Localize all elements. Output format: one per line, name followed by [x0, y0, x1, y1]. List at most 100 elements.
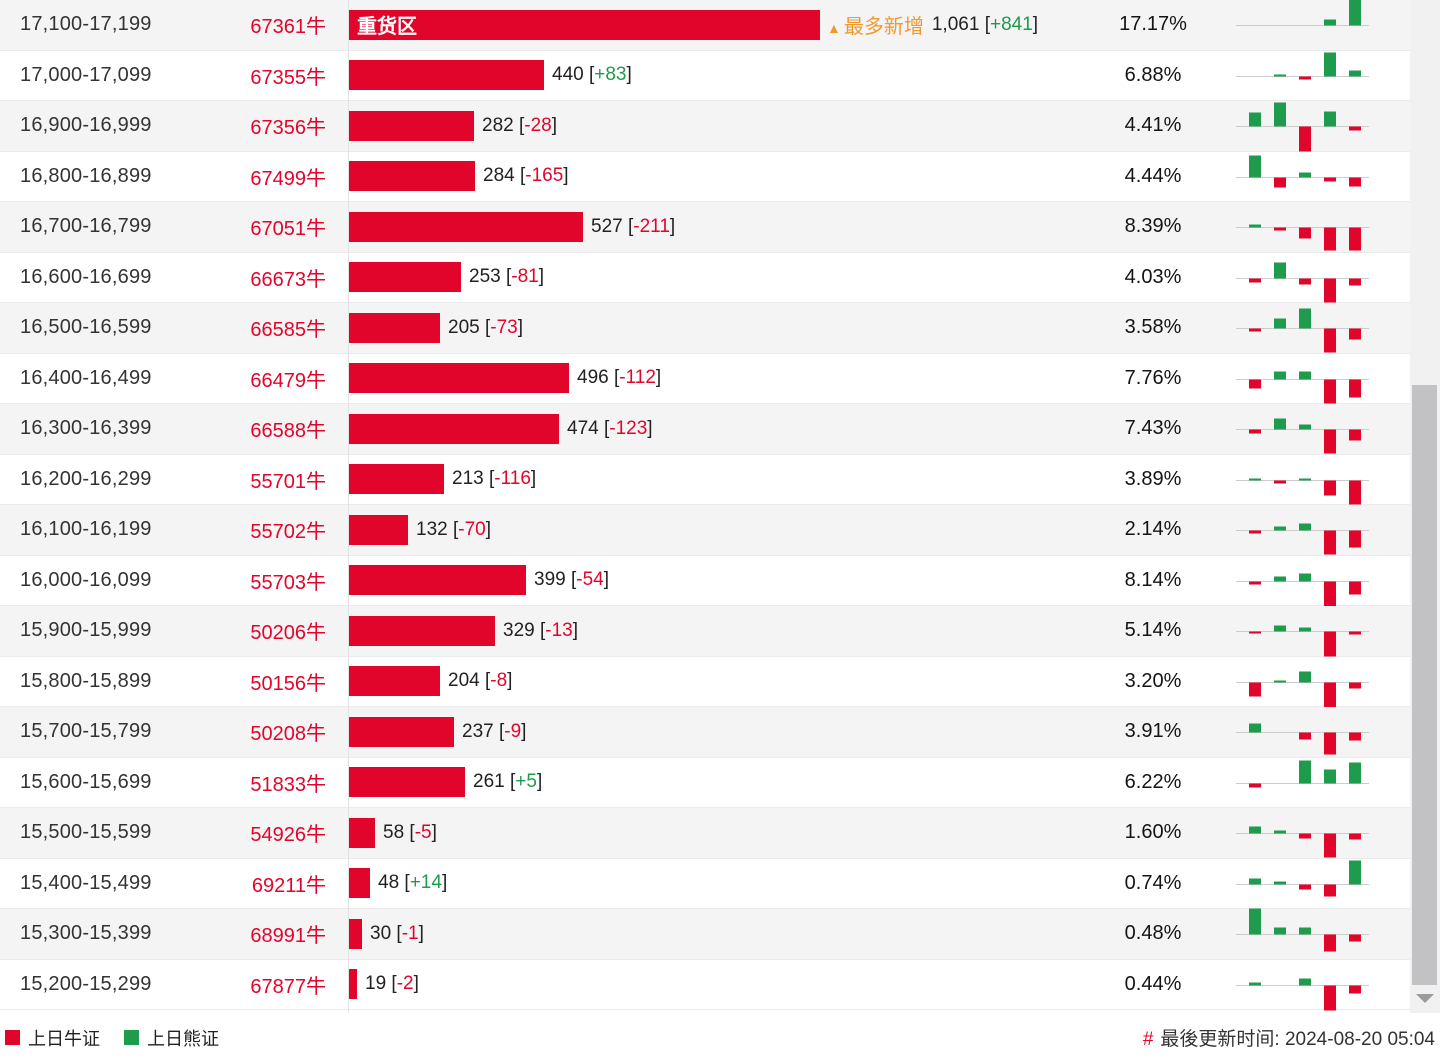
- cbbc-code-link[interactable]: 67361牛: [250, 16, 326, 39]
- chevron-down-icon: [1416, 993, 1434, 1003]
- cbbc-code-link[interactable]: 69211牛: [251, 874, 326, 897]
- cbbc-code-link[interactable]: 55703牛: [250, 571, 326, 594]
- cbbc-code-link[interactable]: 67051牛: [250, 218, 326, 241]
- bracket-close: ]: [538, 266, 545, 288]
- bracket-open: [: [509, 771, 516, 793]
- cbbc-code-link[interactable]: 67877牛: [250, 975, 326, 998]
- table-row: 16,300-16,399 66588牛 474 [-123] 7.43%: [0, 404, 1440, 455]
- bracket-close: ]: [431, 821, 437, 843]
- cbbc-code-link[interactable]: 66588牛: [250, 420, 326, 443]
- table-row: 16,600-16,699 66673牛 253 [-81] 4.03%: [0, 252, 1440, 303]
- cbbc-code-link[interactable]: 66479牛: [250, 369, 326, 392]
- spark-chart: [1236, 808, 1369, 858]
- value-group: 204 [-8]: [448, 670, 512, 692]
- spark-chart: [1236, 152, 1369, 202]
- cbbc-code-link[interactable]: 55701牛: [250, 470, 326, 493]
- price-range: 16,800-16,899: [20, 164, 152, 187]
- percent-share: 0.74%: [1124, 871, 1182, 894]
- table-row: 16,200-16,299 55701牛 213 [-116] 3.89%: [0, 454, 1440, 505]
- table-row: 15,300-15,399 68991牛 30 [-1] 0.48%: [0, 908, 1440, 960]
- outstanding-value: 474: [567, 417, 599, 439]
- value-group: 284 [-165]: [483, 165, 569, 187]
- table-row: 16,100-16,199 55702牛 132 [-70] 2.14%: [0, 505, 1440, 556]
- bracket-open: [: [396, 922, 402, 944]
- volume-bar: 重货区: [349, 9, 820, 40]
- table-row: 15,900-15,999 50206牛 329 [-13] 5.14%: [0, 606, 1440, 657]
- cbbc-code-link[interactable]: 51833牛: [250, 773, 326, 796]
- spark-bar: [1299, 833, 1311, 839]
- table-row: 15,400-15,499 69211牛 48 [+14] 0.74%: [0, 858, 1440, 909]
- cbbc-code-link[interactable]: 50206牛: [250, 622, 326, 645]
- spark-bar: [1299, 278, 1311, 284]
- spark-chart: [1236, 758, 1369, 808]
- volume-bar: [349, 514, 408, 545]
- spark-chart: [1236, 505, 1369, 555]
- volume-bar: [349, 817, 375, 848]
- spark-bar: [1349, 762, 1361, 783]
- outstanding-value: 58: [383, 821, 405, 843]
- spark-bar: [1299, 760, 1311, 783]
- spark-bar: [1299, 732, 1311, 740]
- cbbc-code-link[interactable]: 50208牛: [250, 723, 326, 746]
- cbbc-code-link[interactable]: 67355牛: [250, 66, 326, 89]
- volume-bar-cell: 48 [+14]: [349, 859, 447, 909]
- volume-bar: [349, 767, 465, 798]
- percent-share: 3.58%: [1124, 316, 1182, 339]
- price-range: 15,800-15,899: [20, 669, 152, 692]
- spark-bar: [1324, 581, 1336, 607]
- volume-bar-cell: 58 [-5]: [349, 808, 437, 858]
- bracket-close: ]: [530, 468, 537, 490]
- cbbc-code-link[interactable]: 50156牛: [250, 672, 326, 695]
- table-row: 16,700-16,799 67051牛 527 [-211] 8.39%: [0, 202, 1440, 253]
- volume-bar: [349, 312, 440, 343]
- percent-share: 2.14%: [1124, 518, 1182, 541]
- bracket-close: ]: [563, 165, 569, 187]
- value-group: 440 [+83]: [552, 64, 632, 86]
- volume-bar: [349, 110, 474, 141]
- spark-bar: [1324, 884, 1336, 896]
- price-range: 17,100-17,199: [20, 13, 152, 36]
- volume-bar: [349, 666, 440, 697]
- cbbc-code-link[interactable]: 55702牛: [250, 521, 326, 544]
- cbbc-code-link[interactable]: 66673牛: [250, 268, 326, 291]
- cbbc-code-link[interactable]: 66585牛: [250, 319, 326, 342]
- scrollbar-thumb[interactable]: [1412, 385, 1437, 985]
- cbbc-code-link[interactable]: 67499牛: [250, 167, 326, 190]
- spark-bar: [1274, 830, 1286, 834]
- spark-bar: [1324, 985, 1336, 1010]
- scroll-down-button[interactable]: [1410, 985, 1440, 1011]
- volume-bar-cell: 132 [-70]: [349, 505, 491, 555]
- spark-bar: [1249, 908, 1261, 935]
- spark-bar: [1324, 530, 1336, 555]
- most-new-annotation: ▲ 最多新增: [827, 10, 924, 39]
- spark-chart: [1236, 303, 1369, 353]
- value-group: 30 [-1]: [370, 923, 424, 945]
- spark-bar: [1324, 631, 1336, 657]
- cbbc-code-link[interactable]: 67356牛: [250, 117, 326, 140]
- cbbc-code-link[interactable]: 54926牛: [250, 824, 326, 847]
- bracket-open: [: [627, 215, 634, 237]
- cbbc-code-link[interactable]: 68991牛: [250, 925, 326, 948]
- spark-chart: [1236, 556, 1369, 607]
- outstanding-value: 19: [365, 973, 387, 995]
- bracket-close: ]: [603, 569, 610, 591]
- bracket-open: [: [518, 114, 525, 136]
- spark-bar: [1274, 371, 1286, 379]
- spark-chart: [1236, 404, 1369, 454]
- spark-bar: [1274, 262, 1286, 278]
- spark-bar: [1349, 934, 1361, 942]
- scrollbar[interactable]: [1410, 0, 1440, 1013]
- volume-bar-cell: 205 [-73]: [349, 303, 523, 353]
- table-row: 15,200-15,299 67877牛 19 [-2] 0.44%: [0, 959, 1440, 1010]
- bracket-close: ]: [536, 771, 543, 793]
- bracket-open: [: [505, 266, 512, 288]
- outstanding-value: 30: [370, 922, 392, 944]
- spark-chart: [1236, 859, 1369, 909]
- outstanding-value: 399: [534, 569, 566, 591]
- table-row: 17,000-17,099 67355牛 440 [+83] 6.88%: [0, 50, 1440, 101]
- spark-bar: [1274, 576, 1286, 581]
- price-range: 15,600-15,699: [20, 770, 152, 793]
- bracket-open: [: [519, 165, 526, 187]
- spark-bar: [1249, 429, 1261, 434]
- percent-share: 4.44%: [1124, 164, 1182, 187]
